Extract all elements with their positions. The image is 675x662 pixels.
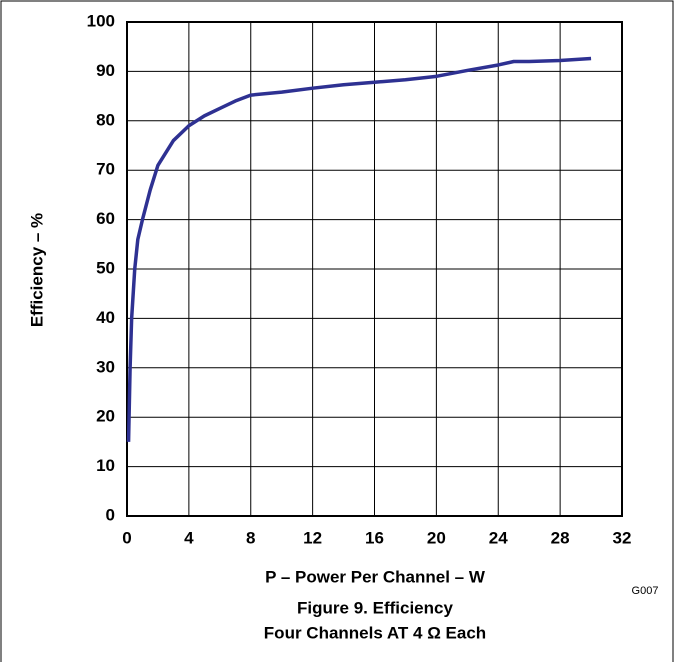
- y-tick-label: 70: [96, 160, 115, 179]
- y-tick-label: 100: [87, 11, 115, 30]
- annotation: G007: [632, 585, 659, 597]
- y-tick-label: 90: [96, 61, 115, 80]
- x-tick-label: 0: [122, 528, 131, 547]
- y-tick-label: 40: [96, 308, 115, 327]
- x-tick-label: 32: [613, 528, 632, 547]
- y-tick-label: 0: [106, 505, 115, 524]
- chart-title: Figure 9. Efficiency: [297, 598, 453, 617]
- y-tick-label: 60: [96, 209, 115, 228]
- x-tick-label: 12: [303, 528, 322, 547]
- y-tick-label: 80: [96, 110, 115, 129]
- x-tick-label: 4: [184, 528, 194, 547]
- y-tick-label: 50: [96, 258, 115, 277]
- x-tick-label: 20: [427, 528, 446, 547]
- chart-subtitle: Four Channels AT 4 Ω Each: [264, 623, 486, 642]
- x-tick-label: 24: [489, 528, 508, 547]
- data-line: [126, 56, 592, 442]
- y-tick-label: 20: [96, 407, 115, 426]
- x-tick-label: 8: [246, 528, 255, 547]
- x-tick-label: 28: [551, 528, 570, 547]
- y-axis-label: Efficiency – %: [27, 213, 46, 327]
- x-axis-label: P – Power Per Channel – W: [265, 567, 486, 586]
- x-tick-label: 16: [365, 528, 384, 547]
- y-tick-label: 30: [96, 357, 115, 376]
- y-tick-label: 10: [96, 456, 115, 475]
- plot-border: [126, 21, 623, 517]
